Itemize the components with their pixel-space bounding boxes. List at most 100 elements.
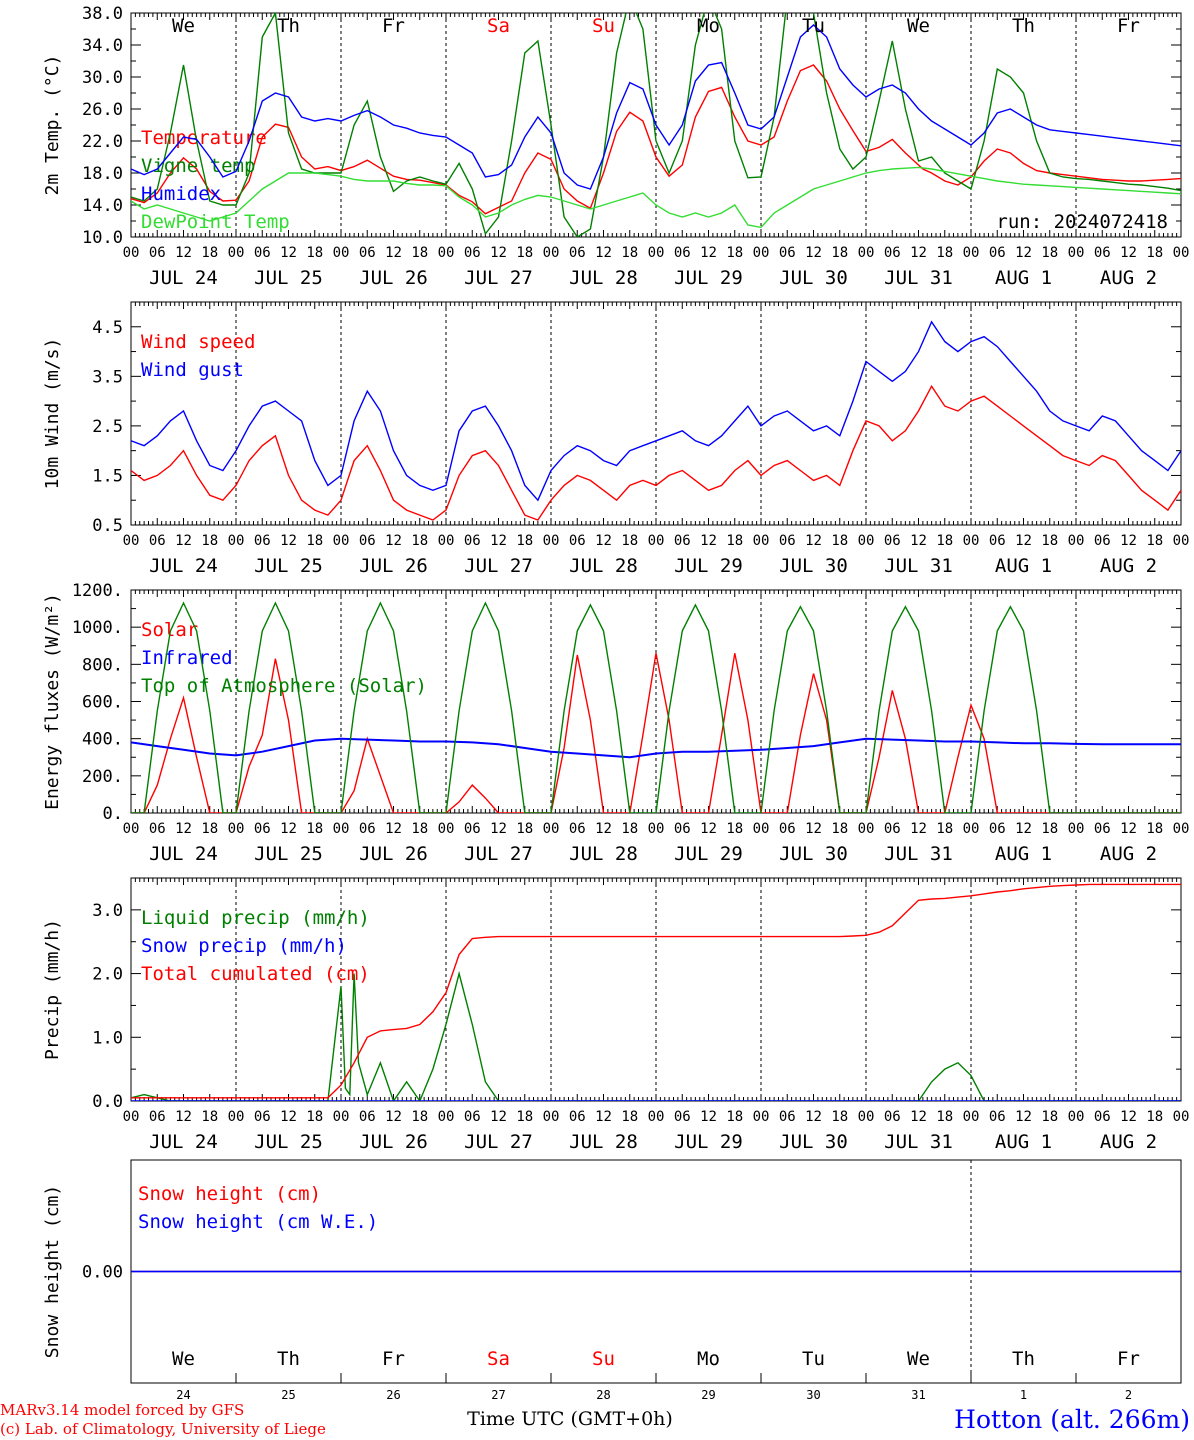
hour-label: 18: [1146, 533, 1163, 549]
legend-entry: Wind gust: [141, 359, 244, 381]
legend-entry: Liquid precip (mm/h): [141, 907, 370, 929]
day-number: 27: [491, 1388, 505, 1402]
hour-label: 18: [621, 1109, 638, 1125]
date-label: JUL 30: [779, 555, 848, 577]
hour-label: 06: [1094, 1109, 1111, 1125]
hour-label: 06: [884, 245, 901, 261]
hour-label: 12: [700, 1109, 717, 1125]
hour-label: 06: [989, 821, 1006, 837]
hour-label: 18: [516, 1109, 533, 1125]
hour-label: 00: [963, 533, 980, 549]
hour-label: 00: [543, 533, 560, 549]
hour-label: 18: [621, 821, 638, 837]
y-tick-label: 1.5: [92, 466, 123, 486]
hour-label: 12: [385, 533, 402, 549]
hour-label: 18: [621, 245, 638, 261]
hour-label: 00: [753, 821, 770, 837]
legend-entry: Snow height (cm W.E.): [138, 1211, 378, 1233]
hour-label: 06: [884, 533, 901, 549]
date-label: JUL 29: [674, 843, 743, 865]
date-label: JUL 31: [884, 843, 953, 865]
hour-label: 06: [674, 533, 691, 549]
hour-label: 00: [1173, 821, 1190, 837]
date-label: JUL 31: [884, 267, 953, 289]
legend-entry: Infrared: [141, 647, 233, 669]
hour-label: 06: [779, 245, 796, 261]
legend-entry: Humidex: [141, 183, 221, 205]
hour-label: 12: [280, 245, 297, 261]
series-line: [131, 384, 1181, 521]
hour-label: 00: [1068, 1109, 1085, 1125]
date-label: JUL 28: [569, 555, 638, 577]
hour-label: 18: [831, 245, 848, 261]
hour-label: 18: [831, 821, 848, 837]
hour-label: 00: [228, 821, 245, 837]
date-label: JUL 31: [884, 1131, 953, 1153]
day-name: We: [907, 1348, 930, 1370]
footer-copyright: (c) Lab. of Climatology, University of L…: [0, 1420, 326, 1438]
hour-label: 18: [306, 533, 323, 549]
y-axis-label: Snow height (cm): [42, 1185, 63, 1358]
date-label: JUL 27: [464, 843, 533, 865]
hour-label: 18: [306, 1109, 323, 1125]
series-line: [131, 653, 1181, 813]
hour-label: 18: [831, 1109, 848, 1125]
hour-label: 18: [621, 533, 638, 549]
legend-entry: Wind speed: [141, 331, 255, 353]
hour-label: 00: [228, 1109, 245, 1125]
y-tick-label: 4.5: [92, 318, 123, 338]
date-label: JUL 28: [569, 267, 638, 289]
hour-label: 06: [464, 533, 481, 549]
y-tick-label: 1.0: [92, 1028, 123, 1048]
hour-label: 00: [333, 533, 350, 549]
hour-label: 06: [779, 1109, 796, 1125]
hour-label: 18: [201, 1109, 218, 1125]
day-name: Su: [592, 15, 615, 37]
day-name: Th: [277, 1348, 300, 1370]
run-label: run: 2024072418: [996, 211, 1168, 233]
hour-label: 12: [1120, 533, 1137, 549]
hour-label: 12: [910, 821, 927, 837]
hour-label: 06: [254, 245, 271, 261]
hour-label: 06: [569, 245, 586, 261]
hour-label: 00: [333, 245, 350, 261]
date-label: JUL 25: [254, 267, 323, 289]
hour-label: 18: [516, 821, 533, 837]
date-label: AUG 2: [1100, 555, 1157, 577]
hour-label: 12: [700, 821, 717, 837]
hour-label: 12: [175, 821, 192, 837]
date-label: JUL 30: [779, 1131, 848, 1153]
hour-label: 00: [648, 245, 665, 261]
hour-label: 12: [910, 533, 927, 549]
hour-label: 06: [569, 821, 586, 837]
hour-label: 18: [1041, 245, 1058, 261]
hour-label: 12: [595, 533, 612, 549]
y-tick-label: 2.0: [92, 965, 123, 985]
hour-label: 18: [201, 533, 218, 549]
day-number: 30: [806, 1388, 820, 1402]
date-label: JUL 24: [149, 1131, 218, 1153]
hour-label: 00: [753, 245, 770, 261]
hour-label: 06: [254, 533, 271, 549]
hour-label: 12: [280, 821, 297, 837]
hour-label: 06: [989, 533, 1006, 549]
hour-label: 18: [726, 245, 743, 261]
series-line: [131, 883, 1181, 1099]
y-tick-label: 3.5: [92, 367, 123, 387]
series-line: [131, 320, 1181, 502]
hour-label: 00: [1173, 533, 1190, 549]
y-tick-label: 3.0: [92, 901, 123, 921]
hour-label: 00: [648, 1109, 665, 1125]
legend-entry: Top of Atmosphere (Solar): [141, 675, 427, 697]
hour-label: 06: [1094, 821, 1111, 837]
day-name: Mo: [697, 15, 720, 37]
hour-label: 12: [385, 821, 402, 837]
legend-entry: Vigne temp: [141, 155, 255, 177]
hour-label: 12: [595, 1109, 612, 1125]
y-axis-label: 10m Wind (m/s): [42, 338, 63, 490]
hour-label: 12: [1120, 1109, 1137, 1125]
series-line: [131, 64, 1181, 215]
hour-label: 06: [359, 821, 376, 837]
day-name: Th: [277, 15, 300, 37]
hour-label: 06: [149, 1109, 166, 1125]
